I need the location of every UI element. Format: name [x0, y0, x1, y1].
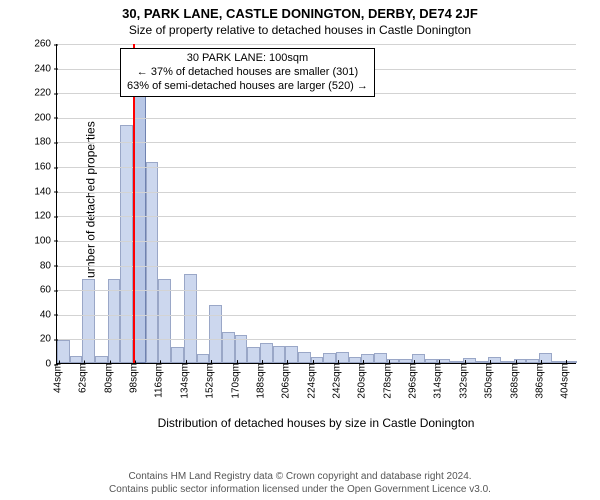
- x-tick-label: 152sqm: [203, 363, 216, 399]
- title-address: 30, PARK LANE, CASTLE DONINGTON, DERBY, …: [0, 0, 600, 21]
- bar: [222, 332, 235, 363]
- bar: [273, 346, 286, 363]
- y-tick-label: 20: [40, 334, 57, 345]
- y-tick-label: 160: [34, 162, 57, 173]
- bar: [247, 347, 260, 363]
- x-tick-label: 278sqm: [380, 363, 393, 399]
- bar: [120, 125, 133, 363]
- y-tick-label: 240: [34, 63, 57, 74]
- x-tick-label: 98sqm: [127, 363, 140, 393]
- bar: [197, 354, 210, 363]
- titles: 30, PARK LANE, CASTLE DONINGTON, DERBY, …: [0, 0, 600, 37]
- annotation-line-1: 30 PARK LANE: 100sqm: [127, 52, 368, 66]
- annotation-line-2: ← 37% of detached houses are smaller (30…: [127, 66, 368, 80]
- x-tick-label: 404sqm: [558, 363, 571, 399]
- x-tick-label: 44sqm: [51, 363, 64, 393]
- x-tick-label: 188sqm: [253, 363, 266, 399]
- bar: [374, 353, 387, 363]
- y-tick-label: 140: [34, 186, 57, 197]
- y-tick-label: 200: [34, 112, 57, 123]
- x-tick-label: 224sqm: [304, 363, 317, 399]
- bar: [70, 356, 83, 363]
- bar: [57, 340, 70, 363]
- x-tick-label: 314sqm: [431, 363, 444, 399]
- bar: [323, 353, 336, 363]
- x-tick-label: 134sqm: [177, 363, 190, 399]
- bar: [82, 279, 95, 363]
- x-tick-label: 260sqm: [355, 363, 368, 399]
- y-tick-label: 60: [40, 285, 57, 296]
- y-tick-label: 260: [34, 39, 57, 50]
- bar: [95, 356, 108, 363]
- x-tick-label: 350sqm: [482, 363, 495, 399]
- x-tick-label: 62sqm: [76, 363, 89, 393]
- x-tick-label: 116sqm: [152, 363, 165, 398]
- y-tick-label: 180: [34, 137, 57, 148]
- chart-container: 30, PARK LANE, CASTLE DONINGTON, DERBY, …: [0, 0, 600, 500]
- bar: [184, 274, 197, 363]
- x-tick-label: 332sqm: [456, 363, 469, 399]
- x-axis-label: Distribution of detached houses by size …: [56, 416, 576, 430]
- title-subtitle: Size of property relative to detached ho…: [0, 21, 600, 37]
- x-tick-label: 368sqm: [507, 363, 520, 399]
- x-tick-label: 386sqm: [532, 363, 545, 399]
- bar: [108, 279, 121, 363]
- x-tick-label: 170sqm: [228, 363, 241, 399]
- bar: [158, 279, 171, 363]
- footnote-line-2: Contains public sector information licen…: [0, 484, 600, 497]
- bar: [298, 352, 311, 363]
- bar: [171, 347, 184, 363]
- footnote-line-1: Contains HM Land Registry data © Crown c…: [0, 471, 600, 484]
- y-tick-label: 220: [34, 88, 57, 99]
- x-tick-label: 296sqm: [406, 363, 419, 399]
- y-tick-label: 80: [40, 260, 57, 271]
- footnote: Contains HM Land Registry data © Crown c…: [0, 471, 600, 496]
- y-tick-label: 120: [34, 211, 57, 222]
- x-tick-label: 242sqm: [330, 363, 343, 399]
- y-tick-label: 40: [40, 309, 57, 320]
- y-tick-label: 100: [34, 235, 57, 246]
- x-tick-label: 80sqm: [101, 363, 114, 393]
- x-tick-label: 206sqm: [279, 363, 292, 399]
- annotation-box: 30 PARK LANE: 100sqm ← 37% of detached h…: [120, 48, 375, 97]
- annotation-line-3: 63% of semi-detached houses are larger (…: [127, 80, 368, 94]
